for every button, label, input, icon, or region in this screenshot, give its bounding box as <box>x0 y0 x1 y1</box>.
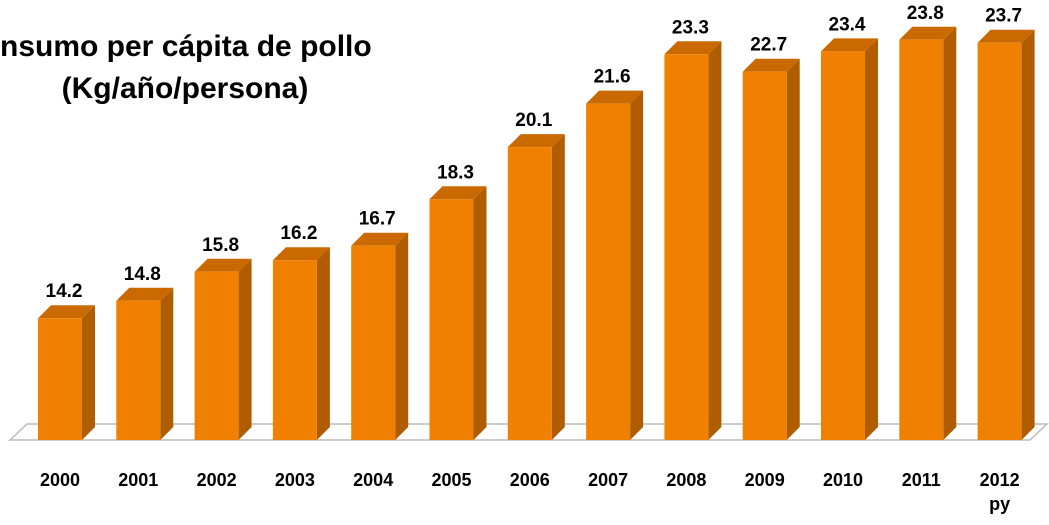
bar-side <box>786 58 800 440</box>
value-label: 15.8 <box>202 235 239 256</box>
bar <box>664 41 722 441</box>
bar <box>821 38 878 441</box>
x-tick-label: 2012 py <box>979 470 1020 514</box>
x-tick-label: 2004 <box>353 470 394 490</box>
bar-side <box>943 26 957 441</box>
bar <box>507 134 565 440</box>
bar-front <box>586 103 631 440</box>
bar-side <box>473 186 487 440</box>
bar <box>272 247 330 440</box>
x-tick-label: 2007 <box>588 470 629 490</box>
x-tick-label: 2008 <box>666 470 707 490</box>
bar <box>429 186 487 440</box>
value-label: 21.6 <box>594 67 631 88</box>
bar-top <box>899 26 957 40</box>
chart-subtitle: (Kg/año/persona) <box>62 72 309 105</box>
x-tick-label: 2011 <box>901 470 941 490</box>
bar-top <box>977 29 1035 43</box>
value-label: 23.4 <box>829 14 866 35</box>
bar-side <box>82 305 95 440</box>
bar-side <box>708 41 722 441</box>
bar <box>742 58 800 440</box>
x-tick-label: 2009 <box>744 470 785 490</box>
x-tick-label: 2010 <box>822 470 864 490</box>
value-label: 14.2 <box>46 281 83 302</box>
bar-top <box>116 287 174 301</box>
bar-side <box>1021 29 1035 440</box>
bar <box>351 232 409 440</box>
bar-front <box>272 260 317 440</box>
bar <box>977 29 1035 440</box>
bar-top <box>194 258 252 272</box>
bar-top <box>586 90 644 104</box>
bar <box>116 287 174 440</box>
bar-top <box>507 134 565 148</box>
value-label: 22.7 <box>750 35 787 56</box>
value-label: 23.3 <box>672 17 709 38</box>
value-label: 16.2 <box>280 223 317 244</box>
bar-front <box>664 54 709 441</box>
bar-side <box>395 232 409 440</box>
bar-side <box>238 258 252 440</box>
bar-top <box>742 58 800 72</box>
bar-front <box>899 39 944 441</box>
bar-side <box>316 247 330 440</box>
value-label: 23.7 <box>985 6 1022 27</box>
bar-front <box>429 199 474 440</box>
chart-title: nsumo per cápita de pollo <box>0 30 372 63</box>
x-tick-label: 2000 <box>39 470 81 490</box>
bar-front <box>821 51 865 441</box>
bar-top <box>664 41 722 55</box>
x-tick-label: 2001 <box>118 470 159 490</box>
x-tick-label: 2002 <box>196 470 237 490</box>
x-tick-label: 2003 <box>274 470 315 490</box>
bar-side <box>865 38 878 441</box>
bar-side <box>551 134 565 440</box>
bar-front <box>351 245 396 440</box>
value-label: 16.7 <box>359 209 396 230</box>
bar-top <box>351 232 409 246</box>
bar-top <box>272 247 330 261</box>
bar-side <box>160 287 174 440</box>
x-tick-label: 2005 <box>431 470 472 490</box>
bar <box>38 305 95 440</box>
bar-top <box>38 305 95 319</box>
bar-front <box>116 300 161 440</box>
bar <box>194 258 252 440</box>
bar-side <box>630 90 644 440</box>
bar <box>899 26 957 441</box>
value-label: 23.8 <box>907 3 944 24</box>
bar-front <box>742 71 787 440</box>
bar-front <box>38 318 82 440</box>
value-label: 18.3 <box>437 162 474 183</box>
bar <box>586 90 644 440</box>
value-label: 14.8 <box>124 264 161 285</box>
bar-front <box>507 147 552 440</box>
bar-front <box>977 42 1022 440</box>
x-tick-label: 2006 <box>509 470 550 490</box>
bar-top <box>821 38 878 52</box>
value-label: 20.1 <box>515 110 552 131</box>
bar-front <box>194 271 239 440</box>
bar-top <box>429 186 487 200</box>
